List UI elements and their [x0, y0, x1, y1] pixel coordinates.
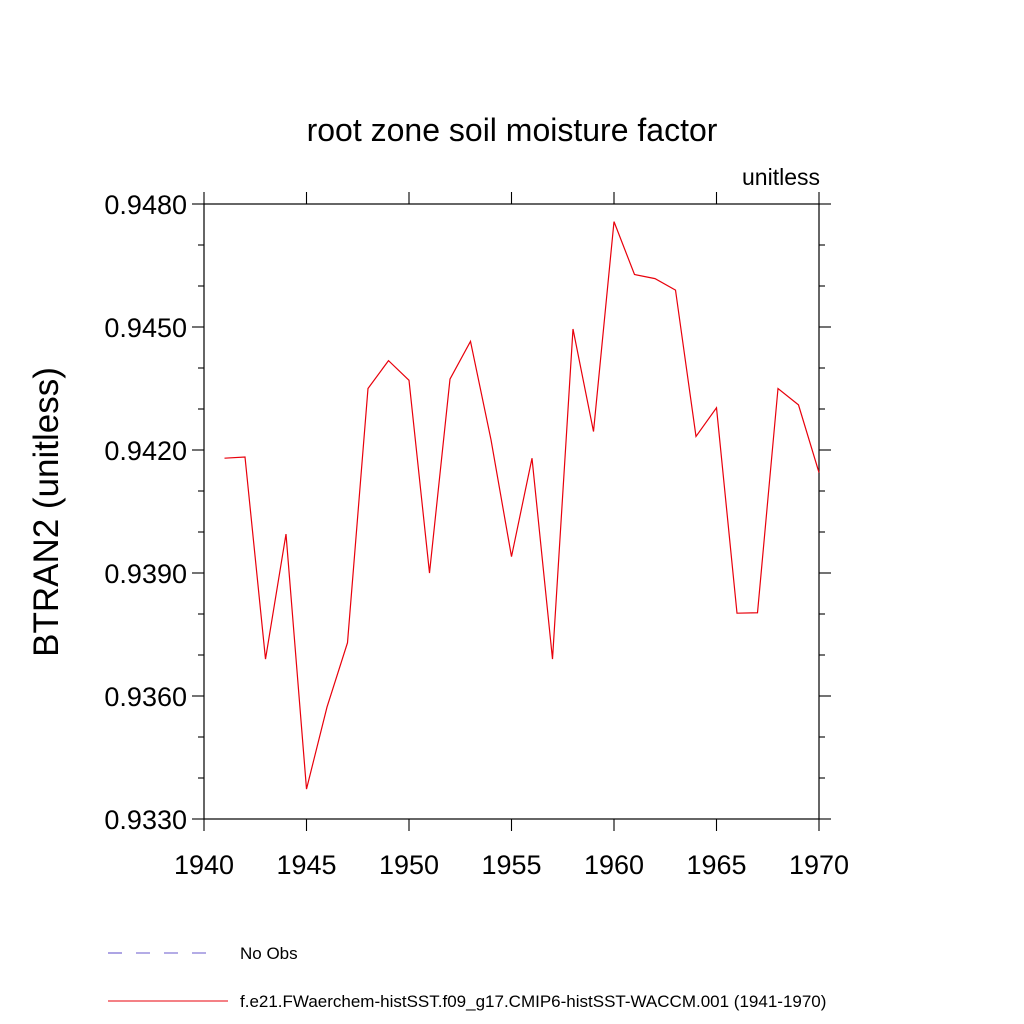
x-tick-label: 1960	[584, 850, 644, 880]
x-tick-label: 1950	[379, 850, 439, 880]
y-tick-label: 0.9360	[104, 682, 187, 712]
legend: No Obs f.e21.FWaerchem-histSST.f09_g17.CM…	[108, 944, 826, 1011]
y-tick-label: 0.9450	[104, 313, 187, 343]
chart-title: root zone soil moisture factor	[307, 112, 718, 148]
x-tick-label: 1965	[686, 850, 746, 880]
x-tick-label: 1940	[174, 850, 234, 880]
x-tick-label: 1945	[276, 850, 336, 880]
x-tick-label: 1955	[481, 850, 541, 880]
series-layer	[224, 221, 820, 790]
legend-label: No Obs	[240, 944, 298, 963]
y-tick-label: 0.9330	[104, 805, 187, 835]
y-tick-label: 0.9390	[104, 559, 187, 589]
y-tick-label: 0.9420	[104, 436, 187, 466]
y-axis: 0.9330 0.9360 0.9390 0.9420 0.9450 0.9480	[104, 190, 831, 835]
x-axis: 1940 1945 1950 1955 1960 1965 1970	[174, 192, 849, 880]
x-tick-label: 1970	[789, 850, 849, 880]
units-label: unitless	[742, 164, 820, 190]
legend-label: f.e21.FWaerchem-histSST.f09_g17.CMIP6-hi…	[240, 992, 826, 1011]
series-line	[224, 221, 820, 790]
y-axis-label: BTRAN2 (unitless)	[27, 367, 66, 657]
y-tick-label: 0.9480	[104, 190, 187, 220]
